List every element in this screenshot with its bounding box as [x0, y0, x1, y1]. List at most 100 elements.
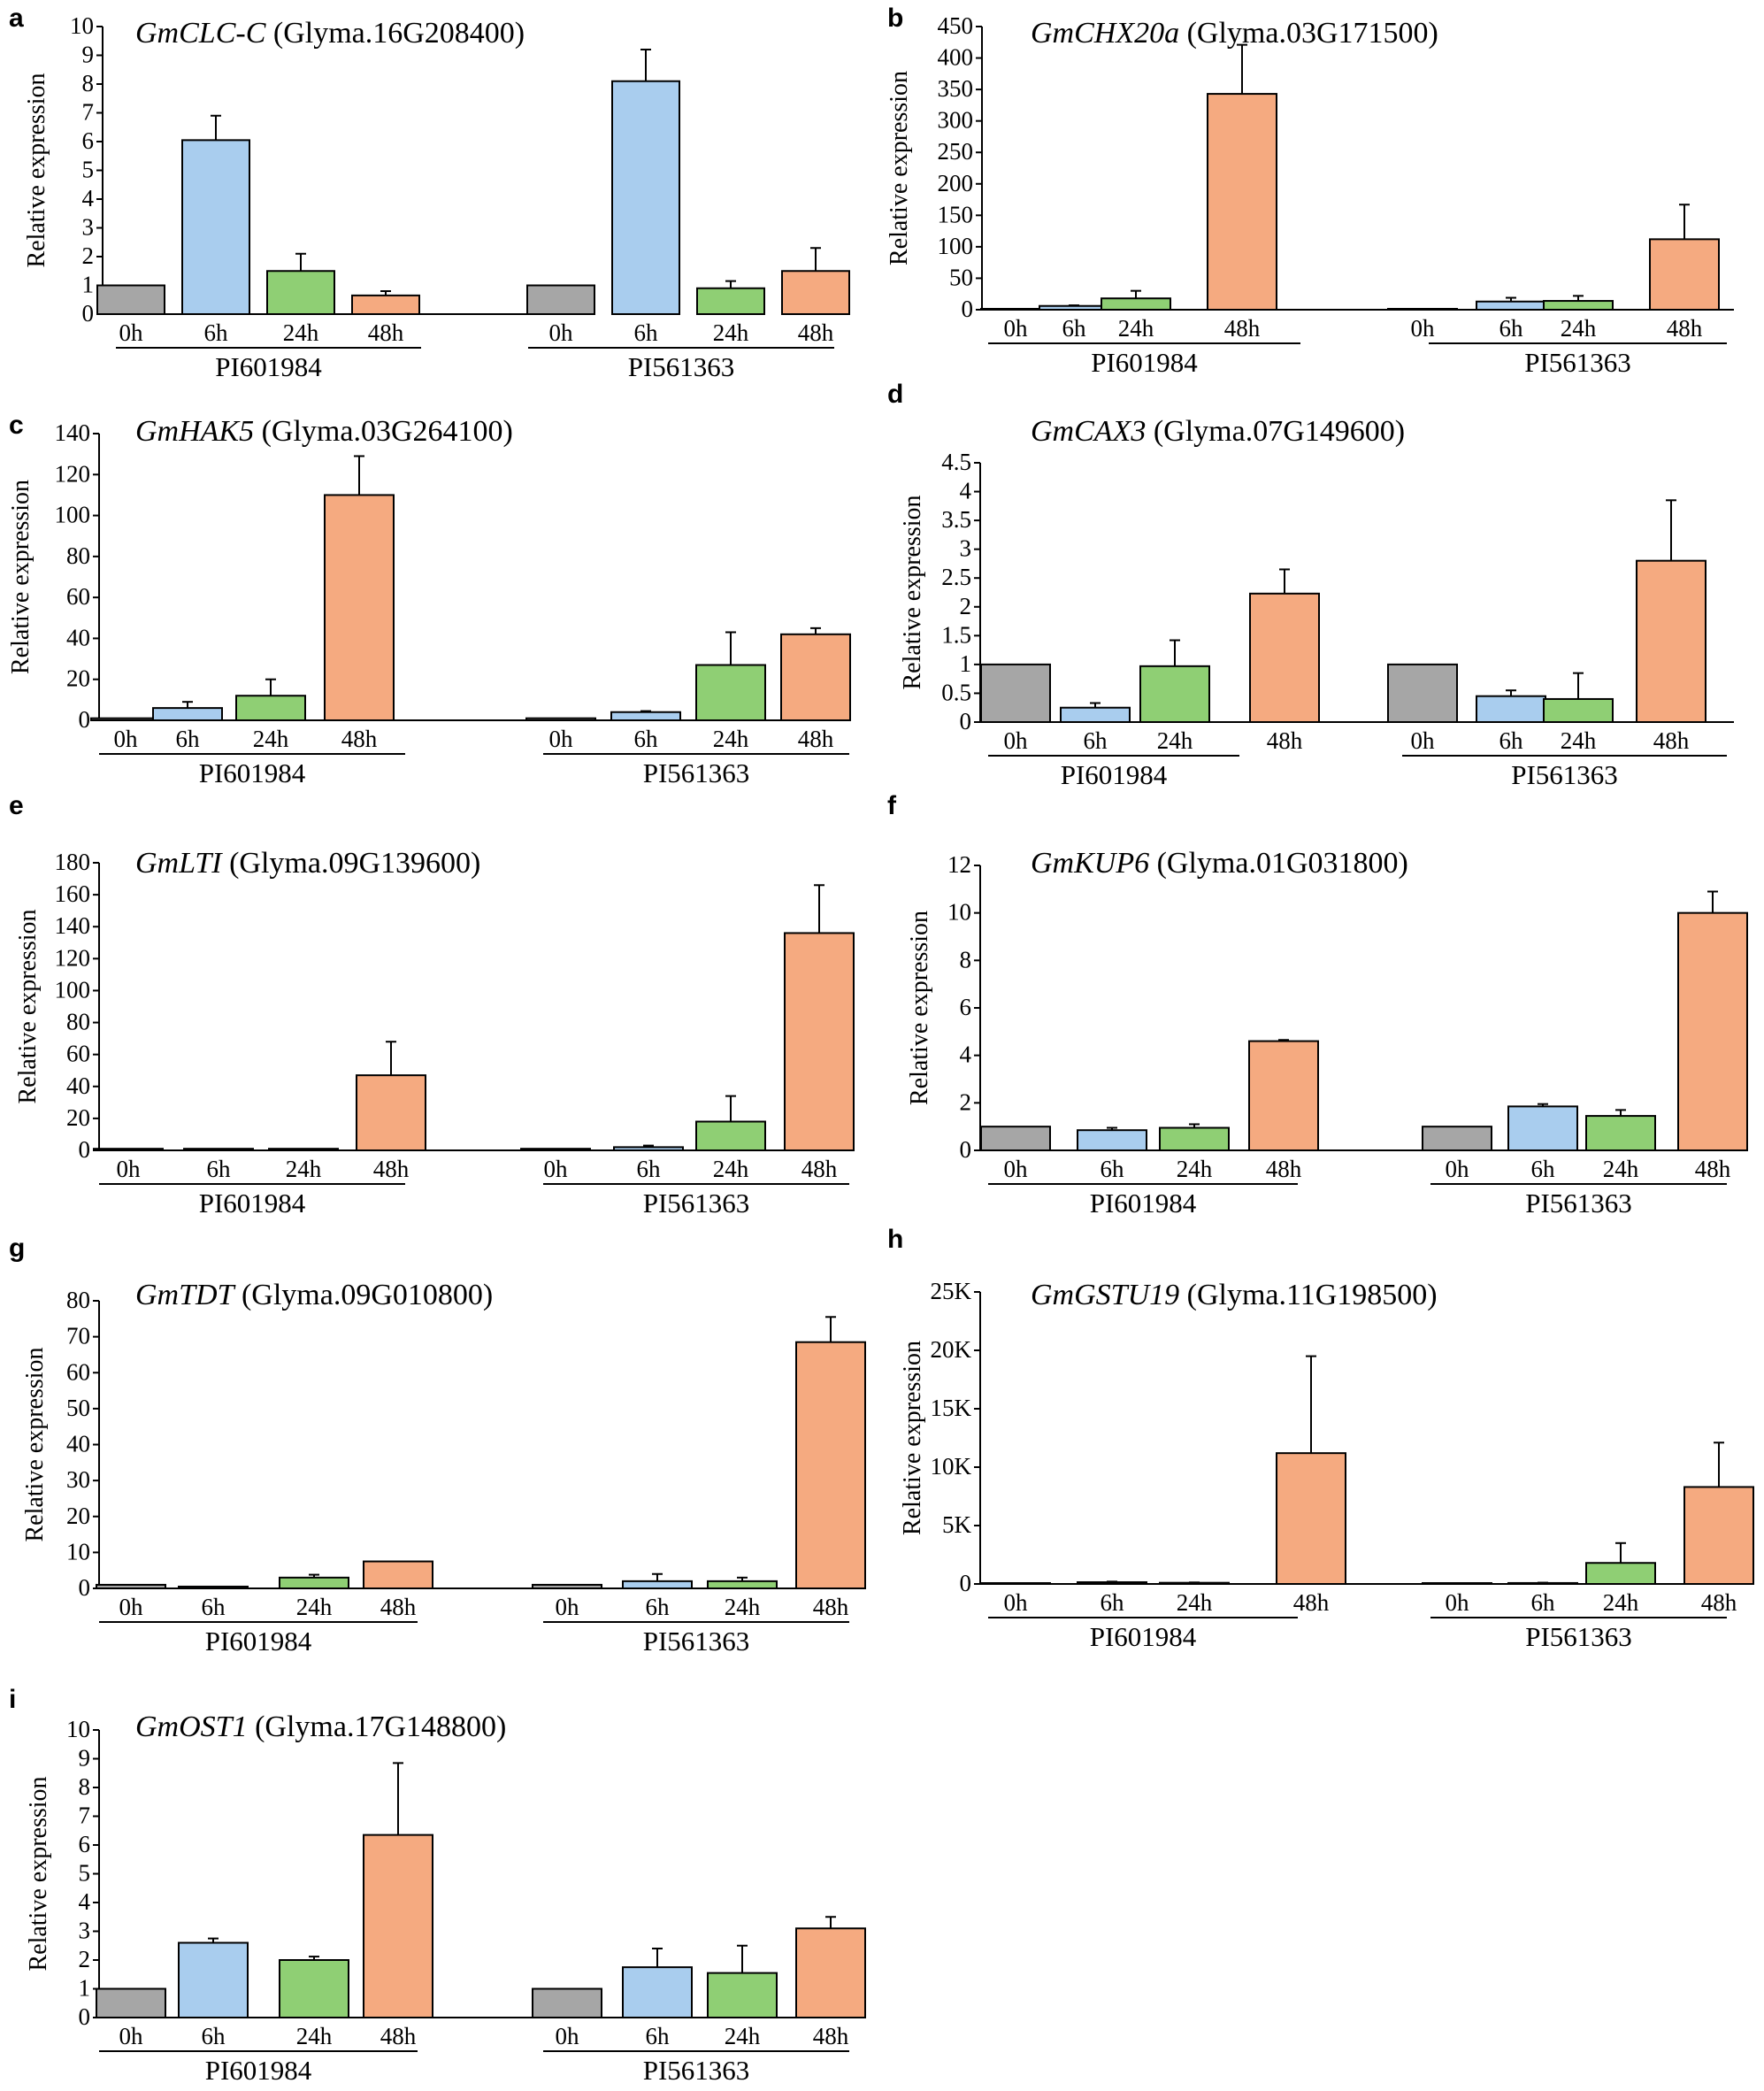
bar-PI601984-0h — [96, 1583, 166, 1589]
x-tick-label: 24h — [713, 726, 749, 752]
chart-title: GmGSTU19 (Glyma.11G198500) — [1031, 1279, 1438, 1311]
bar-PI561363-48h — [795, 1341, 866, 1589]
y-tick-label: 0 — [79, 706, 91, 733]
group-label: PI601984 — [215, 351, 322, 382]
x-tick-label: 48h — [373, 1156, 410, 1182]
y-tick-label: 4 — [79, 1888, 91, 1915]
gene-locus: (Glyma.03G171500) — [1179, 17, 1438, 50]
x-tick-label: 6h — [634, 726, 659, 752]
group-label: PI561363 — [628, 351, 735, 382]
y-tick-label: 100 — [938, 233, 974, 259]
x-tick-label: 24h — [253, 726, 289, 752]
bar-PI601984-24h — [279, 1959, 349, 2018]
y-tick-label: 50 — [66, 1395, 90, 1421]
x-tick-label: 48h — [798, 726, 834, 752]
gene-name: GmCHX20a — [1031, 17, 1179, 50]
gene-locus: (Glyma.17G148800) — [248, 1710, 507, 1743]
y-tick-label: 120 — [55, 460, 91, 487]
y-tick-label: 2 — [79, 1946, 91, 1972]
gene-name: GmGSTU19 — [1031, 1279, 1179, 1311]
y-tick-label: 120 — [55, 944, 91, 971]
y-tick-label: 3.5 — [941, 506, 971, 533]
bar-PI561363-48h — [780, 633, 851, 721]
bar-PI561363-0h — [1387, 308, 1458, 311]
x-tick-label: 6h — [646, 1594, 671, 1620]
y-tick-label: 80 — [66, 1009, 90, 1035]
y-tick-label: 10 — [70, 12, 94, 39]
x-tick-label: 0h — [556, 2023, 580, 2049]
bar-PI561363-6h — [611, 80, 680, 315]
y-tick-label: 3 — [82, 214, 95, 241]
bar-PI561363-0h — [532, 1583, 602, 1589]
gene-locus: (Glyma.11G198500) — [1179, 1279, 1437, 1311]
y-tick-label: 40 — [66, 1072, 90, 1099]
y-tick-label: 0 — [79, 1574, 91, 1601]
bar-PI561363-6h — [622, 1580, 693, 1589]
y-tick-label: 150 — [938, 201, 974, 227]
y-tick-label: 4.5 — [941, 449, 971, 475]
y-tick-label: 10 — [66, 1538, 90, 1564]
bar-PI561363-6h — [613, 1146, 684, 1152]
y-tick-label: 20 — [66, 1503, 90, 1529]
y-tick-label: 8 — [79, 1773, 91, 1800]
x-tick-label: 0h — [549, 319, 574, 346]
group-label: PI601984 — [199, 757, 306, 788]
bar-PI561363-0h — [520, 1148, 591, 1152]
y-tick-label: 3 — [960, 535, 972, 562]
y-tick-label: 6 — [82, 127, 95, 154]
bar-PI561363-0h — [532, 1987, 602, 2018]
bar-PI561363-48h — [1677, 911, 1748, 1151]
x-tick-label: 6h — [207, 1156, 232, 1182]
bar-PI561363-48h — [784, 932, 855, 1152]
x-tick-label: 24h — [725, 2023, 761, 2049]
bar-PI561363-0h — [525, 717, 596, 722]
chart-panel-g: g GmTDT (Glyma.09G010800) Relative express… — [9, 1234, 866, 1657]
x-tick-label: 48h — [813, 1594, 849, 1620]
x-tick-label: 24h — [296, 2023, 333, 2049]
x-tick-label: 48h — [341, 726, 378, 752]
y-axis-label: Relative expression — [25, 1776, 52, 1971]
panel-letter: f — [887, 791, 897, 820]
panel-letter: b — [887, 4, 903, 33]
gene-name: GmCAX3 — [1031, 415, 1146, 448]
y-tick-label: 4 — [960, 478, 972, 504]
group-label: PI601984 — [205, 1626, 312, 1657]
y-tick-label: 4 — [82, 185, 95, 211]
x-tick-label: 48h — [798, 319, 834, 346]
chart-panel-b: b GmCHX20a (Glyma.03G171500) Relative expr… — [886, 4, 1734, 378]
bar-PI561363-24h — [1543, 300, 1614, 311]
bar-PI561363-48h — [781, 270, 850, 315]
chart-panel-f: f GmKUP6 (Glyma.01G031800) Relative expres… — [887, 791, 1748, 1218]
bar-PI601984-48h — [356, 1074, 426, 1152]
y-tick-label: 10K — [931, 1453, 972, 1480]
y-tick-label: 20 — [66, 1104, 90, 1131]
bar-PI561363-6h — [1507, 1105, 1578, 1151]
x-tick-label: 48h — [1701, 1589, 1737, 1616]
x-tick-label: 6h — [637, 1156, 662, 1182]
bar-PI601984-0h — [93, 1148, 164, 1152]
x-tick-label: 24h — [283, 319, 319, 346]
group-label: PI561363 — [643, 1188, 750, 1218]
y-tick-label: 0.5 — [941, 679, 971, 705]
y-tick-label: 40 — [66, 624, 90, 650]
y-tick-label: 25K — [931, 1278, 972, 1304]
bar-PI601984-48h — [363, 1833, 433, 2018]
gene-name: GmKUP6 — [1031, 847, 1149, 880]
x-tick-label: 6h — [1499, 727, 1524, 754]
group-label: PI601984 — [1061, 759, 1168, 790]
group-label: PI601984 — [1090, 1188, 1197, 1218]
y-tick-label: 80 — [66, 1287, 90, 1313]
bar-PI561363-48h — [1636, 559, 1706, 724]
chart-title: GmCHX20a (Glyma.03G171500) — [1031, 17, 1438, 50]
y-tick-label: 9 — [79, 1745, 91, 1772]
x-tick-label: 24h — [1603, 1156, 1639, 1182]
x-tick-label: 24h — [1603, 1589, 1639, 1616]
x-tick-label: 24h — [1177, 1156, 1213, 1182]
y-tick-label: 12 — [947, 851, 971, 878]
x-tick-label: 0h — [1446, 1589, 1470, 1616]
bar-PI561363-6h — [622, 1966, 693, 2018]
bar-PI601984-6h — [181, 139, 250, 315]
panel-letter: a — [9, 4, 24, 33]
y-tick-label: 0 — [962, 296, 974, 322]
y-tick-label: 100 — [55, 976, 91, 1003]
